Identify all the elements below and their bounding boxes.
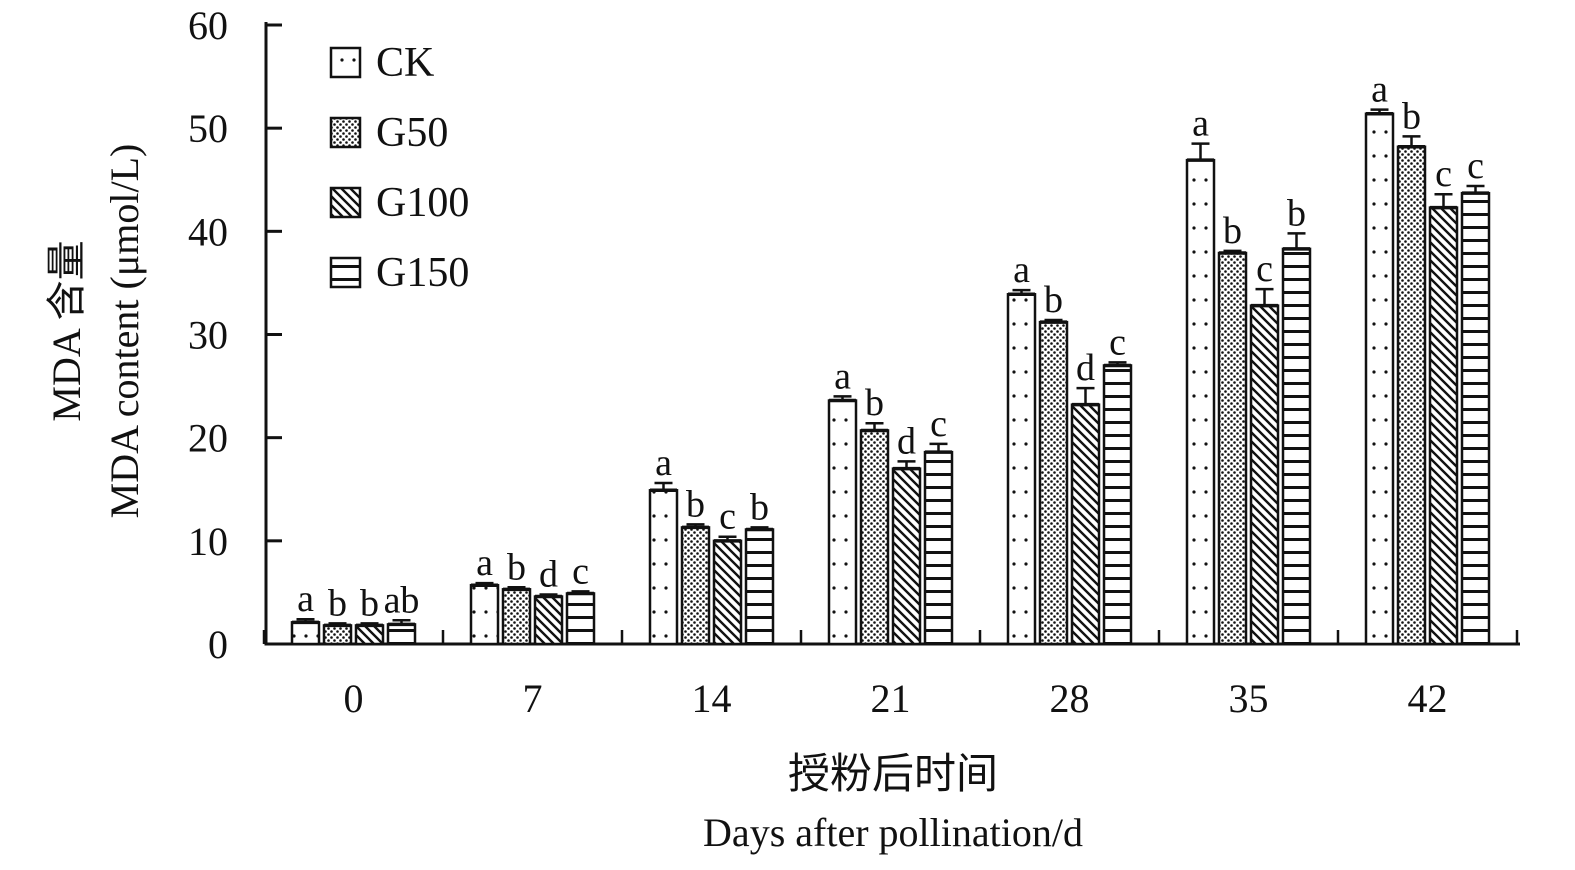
bar-ck-day-35 bbox=[1185, 158, 1216, 646]
x-tick-label: 28 bbox=[1050, 676, 1090, 721]
bar-g50-day-42 bbox=[1396, 145, 1427, 646]
significance-letter: b bbox=[1223, 210, 1242, 252]
bar-ck-day-7 bbox=[469, 583, 500, 646]
y-tick-label: 50 bbox=[188, 106, 228, 151]
bar-ck-day-28 bbox=[1006, 293, 1037, 646]
axes: 0 10 20 30 40 50 60 0 7 14 21 28 35 42 bbox=[188, 3, 1520, 721]
bar-g100-day-21 bbox=[891, 467, 922, 646]
bar-g100-day-14 bbox=[712, 539, 743, 646]
y-tick-label: 40 bbox=[188, 209, 228, 254]
x-tick-label: 35 bbox=[1229, 676, 1269, 721]
bar-g150-day-0 bbox=[386, 623, 417, 646]
legend-label-g150: G150 bbox=[376, 250, 469, 296]
significance-letter: a bbox=[476, 542, 493, 584]
significance-letter: b bbox=[328, 582, 347, 624]
significance-letter: d bbox=[897, 420, 916, 462]
bar-g50-day-7 bbox=[501, 588, 532, 646]
significance-letter: c bbox=[572, 550, 589, 592]
bar-ck-day-14 bbox=[648, 489, 679, 646]
significance-letter: ab bbox=[384, 579, 420, 621]
x-tick-label: 42 bbox=[1408, 676, 1448, 721]
legend-label-ck: CK bbox=[376, 40, 434, 86]
significance-letter: a bbox=[1371, 69, 1388, 111]
bar-g50-day-0 bbox=[322, 624, 353, 646]
x-tick-label: 0 bbox=[344, 676, 364, 721]
significance-letter: a bbox=[1013, 249, 1030, 291]
bar-g50-day-21 bbox=[859, 429, 890, 646]
x-tick-label: 7 bbox=[523, 676, 543, 721]
significance-letter: b bbox=[507, 546, 526, 588]
legend-label-g100: G100 bbox=[376, 180, 469, 226]
significance-letter: c bbox=[1435, 153, 1452, 195]
legend-swatch-ck bbox=[329, 46, 362, 79]
significance-letter: b bbox=[865, 382, 884, 424]
bar-g150-day-21 bbox=[923, 450, 954, 646]
legend-label-g50: G50 bbox=[376, 110, 448, 156]
bar-g100-day-0 bbox=[354, 624, 385, 646]
significance-letter: c bbox=[719, 496, 736, 538]
bar-g100-day-35 bbox=[1249, 304, 1280, 646]
significance-letter: b bbox=[750, 486, 769, 528]
x-tick-label: 14 bbox=[692, 676, 732, 721]
significance-letter: b bbox=[686, 483, 705, 525]
significance-letter: a bbox=[834, 355, 851, 397]
bar-g150-day-42 bbox=[1460, 191, 1491, 646]
bar-g50-day-14 bbox=[680, 526, 711, 646]
bar-ck-day-21 bbox=[827, 399, 858, 646]
legend-swatch-g100 bbox=[329, 186, 362, 219]
x-axis-label-cn: 授粉后时间 bbox=[788, 752, 998, 798]
bar-g150-day-14 bbox=[744, 528, 775, 646]
bar-g150-day-7 bbox=[565, 592, 596, 646]
y-axis-label-cn: MDA 含量 bbox=[44, 240, 89, 421]
significance-letter: c bbox=[1467, 145, 1484, 187]
y-tick-label: 20 bbox=[188, 416, 228, 461]
x-tick-label: 21 bbox=[871, 676, 911, 721]
significance-letter: c bbox=[1109, 321, 1126, 363]
significance-letter: c bbox=[930, 403, 947, 445]
y-tick-label: 10 bbox=[188, 519, 228, 564]
significance-letter: b bbox=[360, 582, 379, 624]
legend: CK G50 G100 G150 bbox=[329, 40, 469, 296]
legend-swatch-g150 bbox=[329, 256, 362, 289]
x-axis-label: Days after pollination/d bbox=[703, 810, 1083, 855]
significance-letter: b bbox=[1287, 192, 1306, 234]
bar-g150-day-35 bbox=[1281, 247, 1312, 646]
bar-g100-day-7 bbox=[533, 595, 564, 646]
significance-letter: b bbox=[1402, 95, 1421, 137]
bar-g100-day-28 bbox=[1070, 403, 1101, 646]
significance-letter: a bbox=[1192, 103, 1209, 145]
significance-letter: a bbox=[655, 442, 672, 484]
bar-g50-day-35 bbox=[1217, 251, 1248, 646]
bar-g100-day-42 bbox=[1428, 206, 1459, 646]
significance-letter: c bbox=[1256, 248, 1273, 290]
bar-g50-day-28 bbox=[1038, 320, 1069, 646]
y-tick-label: 30 bbox=[188, 313, 228, 358]
bar-ck-day-42 bbox=[1364, 112, 1395, 646]
bar-g150-day-28 bbox=[1102, 364, 1133, 646]
y-tick-label: 0 bbox=[208, 622, 228, 667]
significance-letter: b bbox=[1044, 279, 1063, 321]
significance-letter: d bbox=[539, 553, 558, 595]
y-tick-label: 60 bbox=[188, 3, 228, 48]
y-axis-label: MDA content (μmol/L) bbox=[102, 144, 147, 519]
significance-letter: a bbox=[297, 578, 314, 620]
bar-ck-day-0 bbox=[290, 621, 321, 646]
legend-swatch-g50 bbox=[329, 116, 362, 149]
significance-letter: d bbox=[1076, 347, 1095, 389]
